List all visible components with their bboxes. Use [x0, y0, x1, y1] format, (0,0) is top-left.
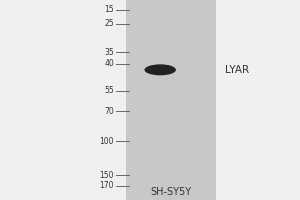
Text: 35: 35 — [104, 48, 114, 57]
Text: 25: 25 — [104, 19, 114, 28]
Text: 170: 170 — [100, 182, 114, 190]
Text: 100: 100 — [100, 137, 114, 146]
Ellipse shape — [145, 64, 176, 75]
Text: 40: 40 — [104, 59, 114, 68]
Text: 55: 55 — [104, 86, 114, 95]
Text: SH-SY5Y: SH-SY5Y — [150, 187, 192, 197]
Text: LYAR: LYAR — [225, 65, 249, 75]
Text: 15: 15 — [104, 5, 114, 15]
Text: 70: 70 — [104, 107, 114, 116]
Text: 150: 150 — [100, 171, 114, 180]
